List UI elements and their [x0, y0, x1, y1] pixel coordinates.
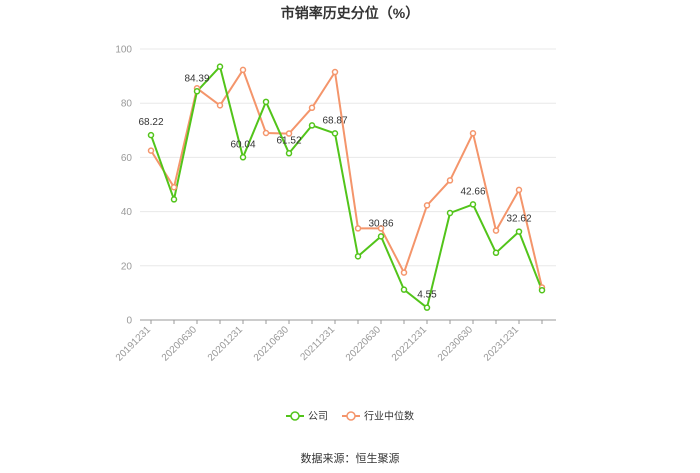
series-point-1 — [147, 147, 155, 154]
data-labels: 68.22 84.39 60.04 61.52 68.87 30.86 4.55 42.66 3… — [138, 73, 531, 300]
x-axis: 20191231 20200630 20201231 20210630 20211231… — [114, 319, 556, 364]
x-tick-label: 20210630 — [252, 324, 292, 364]
series-point-1 — [515, 186, 523, 194]
y-axis-ticks: 0 20 40 60 80 100 — [115, 45, 132, 327]
y-tick-label: 80 — [121, 99, 133, 110]
series-point-1 — [239, 66, 247, 74]
legend-label: 公司 — [308, 412, 328, 423]
series-point-0 — [446, 209, 454, 217]
series-points — [147, 63, 546, 311]
x-tick-label: 20191231 — [114, 324, 154, 364]
data-label: 84.39 — [184, 73, 209, 84]
series-point-0 — [400, 286, 408, 293]
series-point-1 — [469, 130, 477, 137]
series-point-0 — [216, 63, 224, 70]
series-point-1 — [216, 102, 224, 109]
data-label: 30.86 — [368, 218, 393, 229]
y-tick-label: 100 — [115, 45, 132, 56]
series-point-0 — [354, 253, 362, 260]
series-point-0 — [423, 304, 431, 311]
chart-title: 市销率历史分位（%） — [281, 5, 419, 21]
series-point-1 — [377, 225, 385, 232]
data-label: 42.66 — [460, 186, 485, 197]
series-point-1 — [262, 129, 270, 137]
data-label: 4.55 — [417, 290, 437, 301]
data-label: 68.87 — [322, 115, 347, 126]
series-line-1 — [150, 68, 543, 288]
series-point-0 — [515, 228, 523, 235]
series-point-0 — [538, 286, 546, 294]
series-point-1 — [400, 269, 408, 276]
x-tick-label: 20200630 — [160, 324, 200, 364]
x-tick-label: 20211231 — [298, 324, 337, 363]
series-point-0 — [262, 98, 270, 106]
series-point-1 — [354, 225, 362, 232]
series-point-0 — [147, 131, 155, 139]
series-point-1 — [446, 177, 454, 184]
x-tick-label: 20220630 — [344, 324, 384, 364]
series-point-0 — [377, 233, 385, 240]
y-tick-label: 20 — [121, 261, 133, 272]
y-tick-label: 0 — [126, 316, 132, 327]
series-point-0 — [239, 154, 247, 161]
source-note: 数据来源：恒生聚源 — [301, 451, 400, 465]
series-point-1 — [492, 227, 500, 234]
legend-swatch-marker — [290, 411, 300, 421]
y-tick-label: 60 — [121, 153, 133, 164]
legend-swatch-marker — [346, 411, 356, 421]
series-point-0 — [469, 201, 477, 208]
series-point-1 — [331, 68, 339, 76]
series-point-0 — [331, 130, 339, 137]
series-point-1 — [285, 130, 293, 137]
series-point-1 — [423, 202, 431, 209]
series-lines — [150, 65, 543, 309]
legend: 公司 行业中位数 — [286, 410, 414, 423]
y-tick-label: 40 — [121, 207, 133, 218]
series-point-0 — [170, 196, 178, 203]
series-point-0 — [492, 249, 500, 257]
x-tick-label: 20221231 — [390, 324, 430, 364]
series-point-0 — [193, 88, 201, 95]
series-point-1 — [170, 183, 178, 191]
legend-label: 行业中位数 — [364, 410, 414, 423]
series-point-0 — [285, 150, 293, 157]
x-tick-label: 20201231 — [206, 324, 246, 364]
data-label: 61.52 — [276, 135, 301, 146]
data-label: 32.62 — [506, 214, 531, 225]
x-tick-label: 20230630 — [436, 324, 476, 364]
series-point-0 — [308, 122, 316, 129]
series-line-0 — [150, 65, 543, 309]
series-point-1 — [308, 104, 316, 112]
data-label: 60.04 — [230, 139, 255, 150]
data-label: 68.22 — [138, 117, 163, 128]
x-tick-label: 20231231 — [482, 324, 522, 364]
